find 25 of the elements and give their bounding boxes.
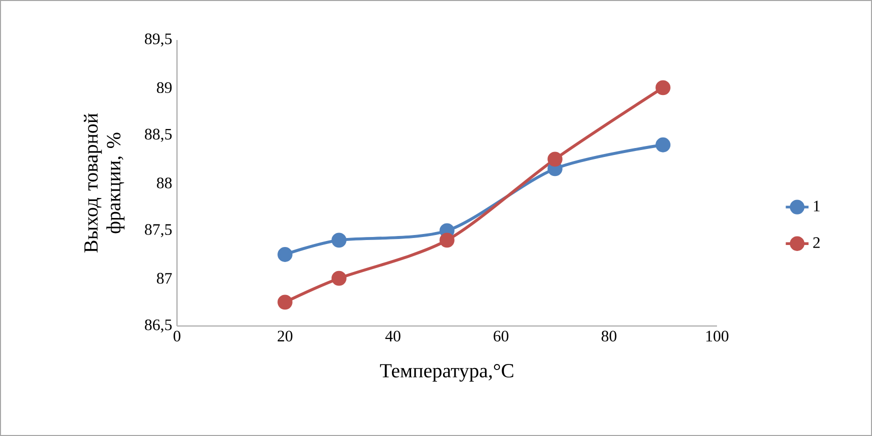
point bbox=[278, 247, 292, 262]
y-tick-label: 87,5 bbox=[144, 224, 172, 238]
x-tick-label: 0 bbox=[174, 330, 180, 342]
x-tick-label: 40 bbox=[385, 330, 400, 342]
x-tick-label: 100 bbox=[706, 330, 728, 342]
y-tick-label: 86,5 bbox=[144, 319, 172, 333]
legend-label: 2 bbox=[813, 237, 820, 248]
point bbox=[548, 152, 562, 167]
y-axis-title: Выход товарной фракции, % bbox=[84, 113, 124, 253]
point bbox=[332, 270, 346, 286]
x-tick-label: 20 bbox=[278, 330, 292, 342]
y-tick-label: 88,5 bbox=[144, 128, 172, 142]
x-tick-label: 80 bbox=[602, 330, 616, 342]
y-tick-label: 89,5 bbox=[144, 33, 172, 47]
y-tick-label: 87 bbox=[156, 272, 172, 284]
y-tick-label: 89 bbox=[156, 82, 172, 94]
point bbox=[278, 294, 292, 310]
legend-label: 1 bbox=[814, 200, 820, 212]
point bbox=[656, 137, 670, 152]
x-tick-label: 60 bbox=[494, 330, 508, 342]
point bbox=[440, 232, 454, 248]
y-tick-label: 88 bbox=[156, 178, 172, 188]
point bbox=[656, 80, 670, 96]
x-axis-title: Температура,°C bbox=[380, 364, 514, 382]
point bbox=[332, 232, 346, 248]
